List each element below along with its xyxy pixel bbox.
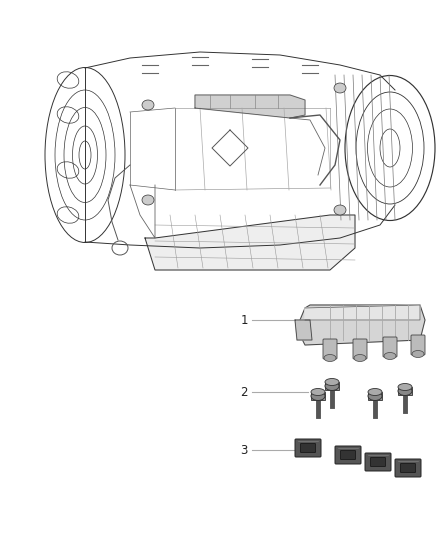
Polygon shape bbox=[195, 95, 305, 118]
FancyBboxPatch shape bbox=[335, 446, 361, 464]
FancyBboxPatch shape bbox=[353, 339, 367, 359]
Ellipse shape bbox=[311, 389, 325, 395]
FancyBboxPatch shape bbox=[323, 339, 337, 359]
FancyBboxPatch shape bbox=[340, 450, 356, 459]
Polygon shape bbox=[145, 215, 355, 270]
FancyBboxPatch shape bbox=[311, 392, 325, 400]
Ellipse shape bbox=[325, 378, 339, 385]
FancyBboxPatch shape bbox=[365, 453, 391, 471]
FancyBboxPatch shape bbox=[325, 382, 339, 390]
Ellipse shape bbox=[324, 354, 336, 361]
Polygon shape bbox=[295, 320, 312, 340]
Polygon shape bbox=[300, 305, 425, 345]
Ellipse shape bbox=[368, 392, 382, 400]
FancyBboxPatch shape bbox=[368, 392, 382, 400]
Text: 2: 2 bbox=[240, 385, 248, 399]
Ellipse shape bbox=[398, 384, 412, 391]
Ellipse shape bbox=[142, 100, 154, 110]
Ellipse shape bbox=[334, 83, 346, 93]
Ellipse shape bbox=[354, 354, 366, 361]
FancyBboxPatch shape bbox=[411, 335, 425, 355]
FancyBboxPatch shape bbox=[371, 457, 385, 466]
FancyBboxPatch shape bbox=[400, 464, 416, 472]
Ellipse shape bbox=[384, 352, 396, 359]
Ellipse shape bbox=[334, 205, 346, 215]
Text: 1: 1 bbox=[240, 313, 248, 327]
Ellipse shape bbox=[311, 392, 325, 400]
FancyBboxPatch shape bbox=[383, 337, 397, 357]
FancyBboxPatch shape bbox=[395, 459, 421, 477]
Ellipse shape bbox=[142, 195, 154, 205]
Text: 3: 3 bbox=[240, 443, 248, 456]
FancyBboxPatch shape bbox=[300, 443, 315, 453]
Polygon shape bbox=[305, 305, 420, 320]
Ellipse shape bbox=[325, 382, 339, 391]
Ellipse shape bbox=[412, 351, 424, 358]
Ellipse shape bbox=[398, 386, 412, 395]
FancyBboxPatch shape bbox=[398, 387, 412, 395]
FancyBboxPatch shape bbox=[295, 439, 321, 457]
Ellipse shape bbox=[368, 389, 382, 395]
